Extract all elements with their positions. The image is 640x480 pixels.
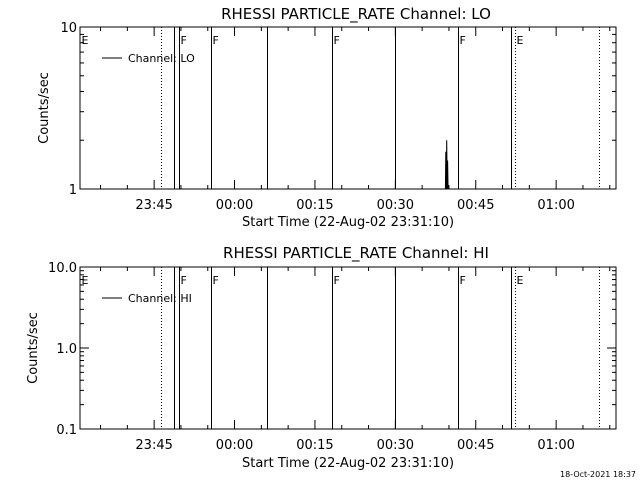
y-tick-label: 0.1 [56,423,77,438]
event-marker-label: E [82,34,89,47]
x-tick-label: 01:00 [537,438,574,453]
x-tick-label: 23:45 [135,438,172,453]
y-tick-label: 10.0 [48,261,77,276]
x-tick-label: 23:45 [135,198,172,213]
x-tick-label: 01:00 [537,198,574,213]
event-marker-label: F [460,34,466,47]
chart-title: RHESSI PARTICLE_RATE Channel: HI [223,244,489,263]
event-marker-label: E [82,274,89,287]
x-tick-label: 00:45 [457,198,494,213]
y-axis-label: Counts/sec [37,72,52,144]
x-tick-label: 00:00 [216,198,253,213]
event-marker-label: F [213,274,219,287]
x-tick-label: 00:30 [377,438,414,453]
x-tick-label: 00:15 [296,438,333,453]
event-marker-label: F [181,274,187,287]
legend-label: Channel: HI [128,292,192,305]
y-tick-label: 10 [60,21,77,36]
event-marker-label: E [517,34,524,47]
event-marker-label: F [460,274,466,287]
x-axis-label: Start Time (22-Aug-02 23:31:10) [242,215,454,230]
chart-title: RHESSI PARTICLE_RATE Channel: LO [221,5,491,24]
x-tick-label: 00:30 [377,198,414,213]
event-marker-label: E [517,274,524,287]
series-line [444,140,449,190]
event-marker-label: F [334,274,340,287]
x-tick-label: 00:45 [457,438,494,453]
plot-frame [79,26,617,190]
event-marker-label: F [334,34,340,47]
x-tick-label: 00:15 [296,198,333,213]
y-axis-label: Counts/sec [26,312,41,384]
x-tick-label: 00:00 [216,438,253,453]
y-tick-label: 1.0 [56,342,77,357]
footer-timestamp: 18-Oct-2021 18:37 [560,470,636,479]
event-marker-label: F [181,34,187,47]
legend-label: Channel: LO [128,52,195,65]
event-marker-label: F [213,34,219,47]
y-tick-label: 1 [69,183,77,198]
x-axis-label: Start Time (22-Aug-02 23:31:10) [242,456,454,471]
